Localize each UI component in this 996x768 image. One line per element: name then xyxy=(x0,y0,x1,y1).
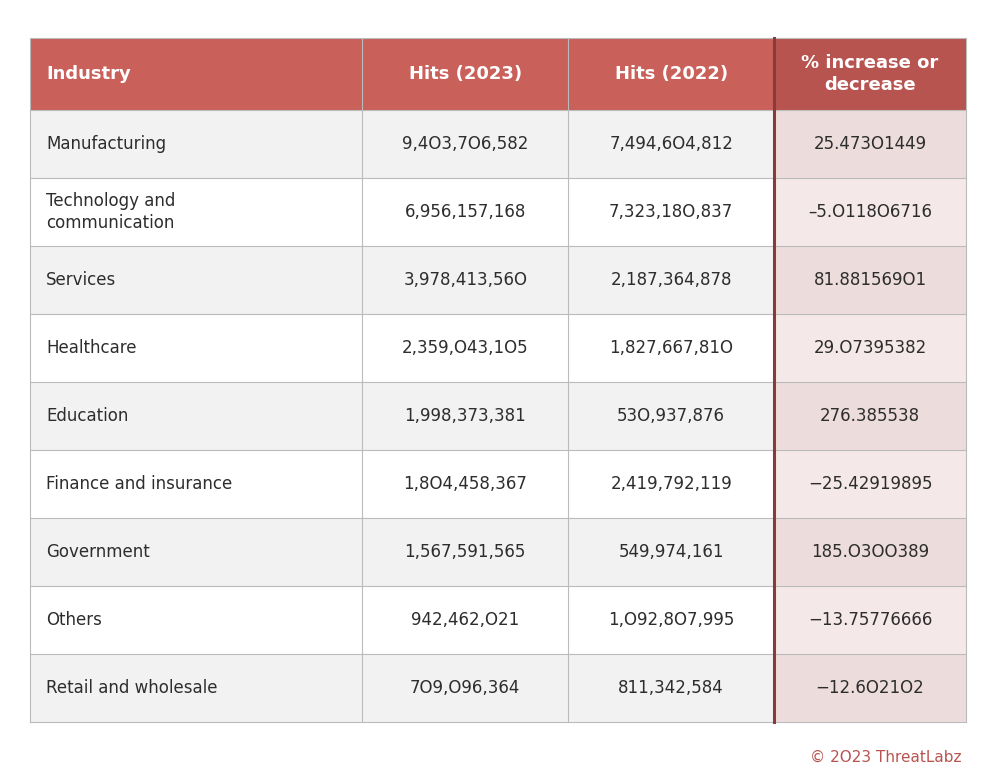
Text: 2,419,792,119: 2,419,792,119 xyxy=(611,475,732,493)
Text: 81.881569O1: 81.881569O1 xyxy=(814,271,926,289)
Bar xyxy=(568,110,774,178)
Bar xyxy=(363,586,568,654)
Text: 25.473O1449: 25.473O1449 xyxy=(814,135,926,153)
Bar xyxy=(774,382,966,450)
Bar xyxy=(568,38,774,110)
Text: 7,323,18O,837: 7,323,18O,837 xyxy=(609,203,733,221)
Text: 549,974,161: 549,974,161 xyxy=(619,543,724,561)
Text: Industry: Industry xyxy=(46,65,130,83)
Bar xyxy=(568,178,774,246)
Bar xyxy=(568,314,774,382)
Bar xyxy=(363,110,568,178)
Bar xyxy=(774,246,966,314)
Text: −13.75776666: −13.75776666 xyxy=(808,611,932,629)
Text: Others: Others xyxy=(46,611,102,629)
Bar xyxy=(774,314,966,382)
Text: Hits (2023): Hits (2023) xyxy=(408,65,522,83)
Text: 7O9,O96,364: 7O9,O96,364 xyxy=(410,679,521,697)
Bar xyxy=(363,178,568,246)
Text: 53O,937,876: 53O,937,876 xyxy=(618,407,725,425)
Bar xyxy=(363,450,568,518)
Bar xyxy=(363,314,568,382)
Bar xyxy=(30,178,363,246)
Text: 9,4O3,7O6,582: 9,4O3,7O6,582 xyxy=(402,135,529,153)
Bar xyxy=(774,178,966,246)
Text: Manufacturing: Manufacturing xyxy=(46,135,166,153)
Text: 942,462,O21: 942,462,O21 xyxy=(411,611,519,629)
Bar xyxy=(774,518,966,586)
Text: Technology and
communication: Technology and communication xyxy=(46,192,175,232)
Bar xyxy=(30,314,363,382)
Bar xyxy=(568,382,774,450)
Text: Hits (2022): Hits (2022) xyxy=(615,65,728,83)
Text: 1,827,667,81O: 1,827,667,81O xyxy=(610,339,733,357)
Bar xyxy=(363,518,568,586)
Text: 1,8O4,458,367: 1,8O4,458,367 xyxy=(403,475,527,493)
Text: 2,187,364,878: 2,187,364,878 xyxy=(611,271,732,289)
Bar xyxy=(363,382,568,450)
Text: 185.O3OO389: 185.O3OO389 xyxy=(811,543,929,561)
Text: Retail and wholesale: Retail and wholesale xyxy=(46,679,217,697)
Bar xyxy=(30,586,363,654)
Bar xyxy=(30,450,363,518)
Bar xyxy=(774,586,966,654)
Text: 811,342,584: 811,342,584 xyxy=(619,679,724,697)
Bar xyxy=(363,246,568,314)
Bar xyxy=(774,110,966,178)
Bar xyxy=(30,382,363,450)
Bar xyxy=(568,518,774,586)
Text: Healthcare: Healthcare xyxy=(46,339,136,357)
Text: 276.385538: 276.385538 xyxy=(820,407,920,425)
Text: 1,567,591,565: 1,567,591,565 xyxy=(404,543,526,561)
Bar xyxy=(774,654,966,722)
Text: % increase or
decrease: % increase or decrease xyxy=(802,54,938,94)
Text: Government: Government xyxy=(46,543,149,561)
Text: 7,494,6O4,812: 7,494,6O4,812 xyxy=(610,135,733,153)
Text: 3,978,413,56O: 3,978,413,56O xyxy=(403,271,527,289)
Bar xyxy=(363,38,568,110)
Text: 6,956,157,168: 6,956,157,168 xyxy=(404,203,526,221)
Text: –5.O118O6716: –5.O118O6716 xyxy=(808,203,932,221)
Bar xyxy=(774,450,966,518)
Text: Education: Education xyxy=(46,407,128,425)
Text: 2,359,O43,1O5: 2,359,O43,1O5 xyxy=(402,339,529,357)
Text: 29.O7395382: 29.O7395382 xyxy=(814,339,926,357)
Text: 1,998,373,381: 1,998,373,381 xyxy=(404,407,526,425)
Bar xyxy=(363,654,568,722)
Text: −12.6O21O2: −12.6O21O2 xyxy=(816,679,924,697)
Text: Finance and insurance: Finance and insurance xyxy=(46,475,232,493)
Bar xyxy=(30,110,363,178)
Bar xyxy=(774,38,966,110)
Bar xyxy=(30,38,363,110)
Bar xyxy=(568,586,774,654)
Bar xyxy=(568,246,774,314)
Bar xyxy=(568,450,774,518)
Text: Services: Services xyxy=(46,271,117,289)
Bar xyxy=(30,654,363,722)
Text: −25.42919895: −25.42919895 xyxy=(808,475,932,493)
Text: 1,O92,8O7,995: 1,O92,8O7,995 xyxy=(608,611,734,629)
Text: © 2O23 ThreatLabz: © 2O23 ThreatLabz xyxy=(811,750,962,765)
Bar xyxy=(568,654,774,722)
Bar xyxy=(30,246,363,314)
Bar xyxy=(30,518,363,586)
